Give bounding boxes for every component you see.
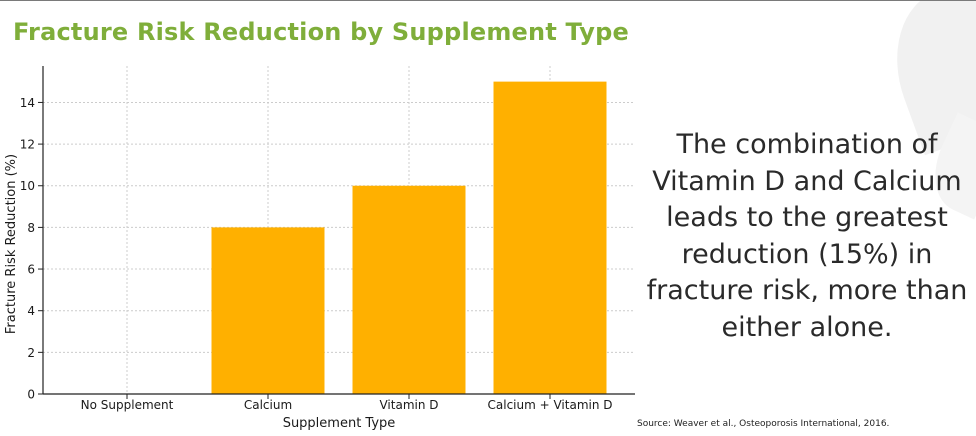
bar — [493, 81, 607, 394]
bar — [211, 227, 325, 394]
bar-chart: 0 2 4 6 8 10 12 14 No Supplement Calcium Vitamin D… — [4, 66, 635, 431]
x-tick-label: Vitamin D — [379, 398, 438, 412]
axes: 0 2 4 6 8 10 12 14 No Supplement Calcium Vitamin D… — [20, 66, 635, 412]
y-tick-label: 0 — [27, 388, 35, 402]
y-tick-label: 8 — [27, 221, 35, 235]
y-tick-label: 14 — [20, 96, 35, 110]
chart-title: Fracture Risk Reduction by Supplement Ty… — [13, 18, 629, 46]
x-tick-label: No Supplement — [81, 398, 174, 412]
y-tick-label: 2 — [27, 346, 35, 360]
y-tick-label: 12 — [20, 138, 35, 152]
x-axis-label: Supplement Type — [283, 416, 396, 431]
bars — [211, 81, 607, 394]
y-axis-label: Fracture Risk Reduction (%) — [4, 154, 19, 334]
x-tick-label: Calcium — [244, 398, 292, 412]
callout-text: The combination of Vitamin D and Calcium… — [646, 129, 968, 343]
y-tick-label: 4 — [27, 304, 35, 318]
y-tick-label: 6 — [27, 263, 35, 277]
bar — [352, 185, 466, 394]
x-tick-label: Calcium + Vitamin D — [488, 398, 613, 412]
y-tick-label: 10 — [20, 179, 35, 193]
source-citation: Source: Weaver et al., Osteoporosis Inte… — [637, 419, 890, 429]
